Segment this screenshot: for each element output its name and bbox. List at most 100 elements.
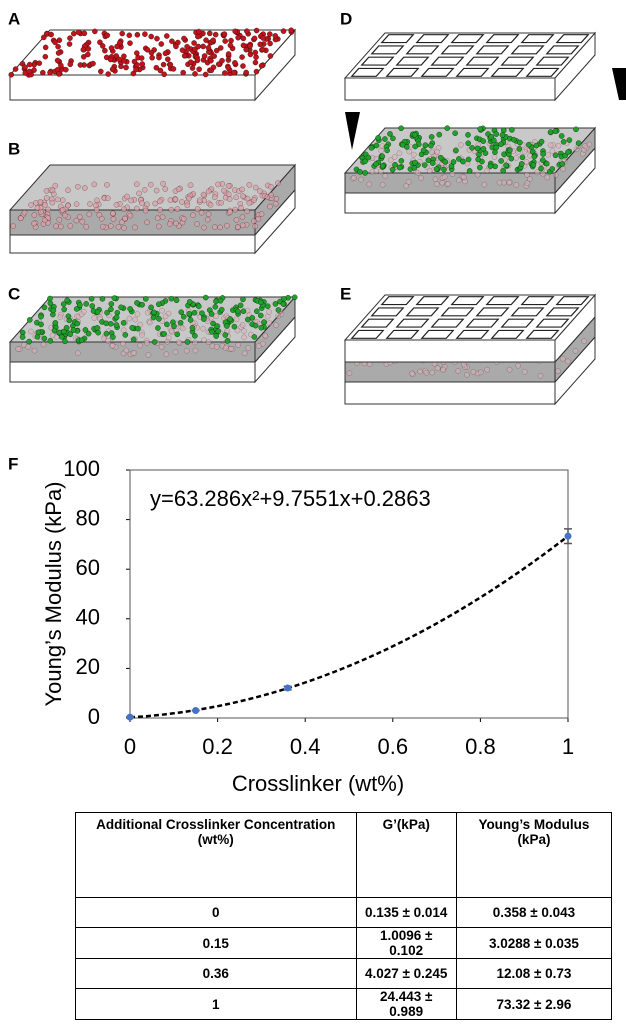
particle [49,187,56,194]
particle [222,332,229,338]
particle [187,317,194,323]
particle [362,170,368,176]
particle [422,142,429,148]
particle [537,373,544,379]
well [450,296,485,306]
particle [35,329,42,336]
particle [219,57,225,64]
particle [56,329,63,336]
particle [138,55,145,61]
well [510,45,545,55]
particle [210,37,216,44]
particle [241,350,248,357]
particle [65,202,71,209]
particle [217,224,223,231]
particle [159,214,166,220]
particle [232,60,238,66]
particle [533,142,540,149]
particle [42,217,48,224]
particle [268,192,274,198]
well [450,34,485,44]
particle [48,31,54,38]
particle [246,200,253,206]
particle [100,223,106,230]
particle [547,129,554,135]
particle [240,308,247,314]
particle [228,345,234,352]
particle [538,138,545,145]
particle [555,368,561,374]
particle [530,162,537,168]
well [475,307,510,317]
slab-front [9,74,256,101]
particle [207,202,214,208]
particle [224,323,230,329]
particle [240,42,247,49]
well [440,45,475,55]
particle [207,30,213,37]
well [525,67,560,77]
particle [161,331,167,337]
particle [565,358,571,365]
particle [159,307,165,314]
particle [247,43,253,49]
particle [120,320,127,326]
particle [83,223,90,230]
particle [154,35,160,42]
well [405,307,440,317]
y-tick-label: 0 [88,704,100,729]
particle [213,313,220,319]
particle [80,46,87,53]
particle [198,209,205,216]
particle [67,35,73,41]
particle [222,345,229,351]
particle [366,181,372,188]
particle [581,338,587,345]
particle [133,66,139,73]
particle [209,329,215,335]
particle [104,309,110,316]
particle [81,30,88,37]
particle [267,40,273,47]
particle [195,43,202,50]
particle [137,342,143,349]
particle [224,338,231,344]
particle [31,220,37,227]
particle [33,200,39,206]
particle [135,325,141,332]
particle [164,321,170,328]
particle [64,297,70,304]
particle [120,340,126,347]
particle [452,130,458,136]
particle [243,46,249,53]
particle [52,182,59,189]
y-axis-label: Young’s Modulus (kPa) [41,481,66,706]
particle [215,328,222,334]
slab-front [9,361,256,383]
panel-label: F [8,454,18,473]
particle [253,68,260,75]
particle [105,71,111,77]
particle [26,317,33,323]
slab-front [344,339,556,363]
well [350,67,385,77]
particle [523,159,530,165]
particle [456,156,462,162]
particle [234,327,241,334]
particle [62,212,69,219]
particle [421,162,428,168]
particle [255,343,262,349]
particle [262,332,268,339]
particle [184,339,191,345]
table-cell: 12.08 ± 0.73 [455,958,613,989]
particle [94,309,101,315]
particle [167,221,173,227]
particle [509,127,515,133]
particle [31,347,38,354]
particle [139,200,145,206]
particle [10,223,16,229]
particle [368,145,375,151]
particle [144,47,151,53]
particle [178,309,185,315]
particle [99,296,106,302]
